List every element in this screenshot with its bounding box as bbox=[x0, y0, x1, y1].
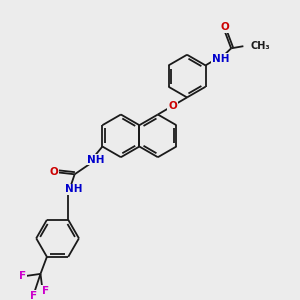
Text: NH: NH bbox=[87, 154, 104, 164]
Text: NH: NH bbox=[212, 54, 230, 64]
Text: F: F bbox=[30, 291, 37, 300]
Text: F: F bbox=[19, 271, 26, 281]
Text: O: O bbox=[49, 167, 58, 177]
Text: O: O bbox=[220, 22, 229, 32]
Text: NH: NH bbox=[65, 184, 83, 194]
Text: CH₃: CH₃ bbox=[250, 41, 270, 51]
Text: F: F bbox=[42, 286, 49, 296]
Text: O: O bbox=[168, 101, 177, 111]
